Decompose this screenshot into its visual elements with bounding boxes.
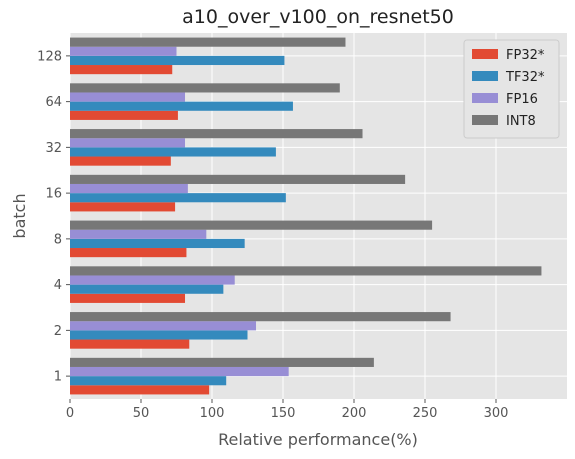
y-tick-label: 1 (54, 370, 62, 385)
bar-fp16-batch-16 (70, 183, 188, 194)
bar-fp32-batch-32 (70, 156, 171, 166)
y-axis-ticks: 1 2 4 8 16 32 64 128 (37, 49, 70, 385)
bars (70, 37, 542, 395)
bar-fp32-batch-4 (70, 293, 186, 303)
bar-tf32-batch-16 (70, 193, 286, 203)
x-axis-ticks: 0 50 100 150 200 250 300 (66, 399, 509, 421)
bar-fp32-batch-128 (70, 65, 173, 75)
chart-title: a10_over_v100_on_resnet50 (182, 6, 454, 28)
y-tick-label: 64 (45, 95, 62, 110)
y-tick-label: 8 (54, 232, 62, 247)
bar-fp32-batch-16 (70, 202, 176, 212)
legend-label: TF32* (505, 70, 545, 85)
legend-label: INT8 (506, 114, 536, 129)
y-tick-label: 32 (45, 141, 62, 156)
bar-fp32-batch-64 (70, 110, 178, 120)
x-tick-label: 150 (271, 406, 296, 421)
x-tick-label: 0 (66, 406, 74, 421)
y-tick-label: 128 (37, 49, 62, 64)
x-tick-label: 300 (484, 406, 509, 421)
y-tick-label: 16 (45, 187, 62, 202)
bar-fp16-batch-64 (70, 92, 186, 102)
y-axis-label: batch (10, 193, 29, 238)
x-tick-label: 250 (413, 406, 438, 421)
bar-fp16-batch-1 (70, 366, 289, 377)
bar-fp16-batch-2 (70, 321, 257, 331)
x-tick-label: 200 (342, 406, 367, 421)
x-axis-label: Relative performance(%) (218, 430, 418, 449)
bar-tf32-batch-32 (70, 147, 276, 157)
legend-swatch (472, 93, 498, 103)
bar-int8-batch-4 (70, 266, 542, 276)
bar-fp16-batch-4 (70, 275, 235, 285)
bar-int8-batch-16 (70, 174, 406, 184)
bar-tf32-batch-1 (70, 376, 227, 386)
legend-label: FP32* (506, 48, 545, 63)
bar-fp16-batch-8 (70, 229, 207, 239)
y-tick-label: 2 (54, 324, 62, 339)
bar-fp32-batch-2 (70, 339, 190, 349)
bar-int8-batch-32 (70, 129, 363, 139)
legend-box (463, 39, 560, 139)
bar-int8-batch-8 (70, 220, 433, 230)
bar-fp32-batch-8 (70, 248, 187, 258)
legend-swatch (472, 115, 498, 125)
bar-tf32-batch-64 (70, 101, 293, 111)
bar-int8-batch-64 (70, 83, 340, 93)
x-tick-label: 100 (200, 406, 225, 421)
bar-tf32-batch-2 (70, 330, 248, 340)
bar-tf32-batch-4 (70, 284, 224, 294)
bar-int8-batch-2 (70, 312, 451, 322)
legend-swatch (472, 49, 498, 59)
legend-swatch (472, 71, 498, 81)
bar-fp16-batch-32 (70, 138, 186, 148)
bar-int8-batch-1 (70, 357, 374, 367)
bar-fp32-batch-1 (70, 385, 210, 395)
bar-fp16-batch-128 (70, 46, 177, 56)
x-tick-label: 50 (133, 406, 150, 421)
bar-tf32-batch-128 (70, 55, 285, 66)
legend: FP32* TF32* FP16 INT8 (463, 39, 560, 139)
bar-tf32-batch-8 (70, 238, 245, 249)
y-tick-label: 4 (54, 278, 62, 293)
legend-label: FP16 (506, 92, 538, 107)
bar-int8-batch-128 (70, 37, 346, 47)
